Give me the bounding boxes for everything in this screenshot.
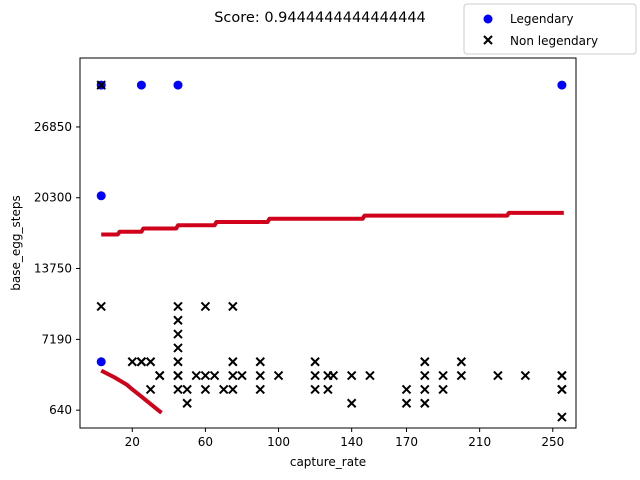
non-legendary-point-14 <box>182 384 192 395</box>
non-legendary-point-35 <box>323 384 333 395</box>
y-tick-label-4: 26850 <box>34 120 72 134</box>
x-tick-label-4: 170 <box>395 435 418 449</box>
y-axis-label: base_egg_steps <box>9 195 23 290</box>
non-legendary-point-45 <box>420 398 430 408</box>
non-legendary-point-10 <box>173 357 183 367</box>
x-tick-label-6: 250 <box>541 435 564 449</box>
non-legendary-point-20 <box>209 370 220 381</box>
non-legendary-point-30 <box>273 370 284 381</box>
non-legendary-point-37 <box>346 370 357 381</box>
chart-title: Score: 0.9444444444444444 <box>214 10 426 26</box>
non-legendary-point-49 <box>456 370 467 381</box>
non-legendary-point-0 <box>96 80 106 90</box>
non-legendary-point-51 <box>520 370 531 381</box>
non-legendary-point-31 <box>310 357 320 367</box>
non-legendary-point-16 <box>191 370 201 381</box>
non-legendary-point-15 <box>182 398 192 408</box>
y-tick-label-3: 20300 <box>34 191 72 205</box>
x-tick-label-1: 60 <box>198 435 213 449</box>
non-legendary-point-41 <box>401 398 412 408</box>
decision-boundary <box>100 210 564 415</box>
boundary-line-1 <box>101 210 564 237</box>
non-legendary-point-47 <box>438 384 448 395</box>
non-legendary-point-19 <box>200 384 211 395</box>
legendary-point-1 <box>96 191 106 201</box>
non-legendary-point-54 <box>557 370 567 381</box>
x-axis-label: capture_rate <box>290 455 366 469</box>
non-legendary-point-33 <box>310 384 320 395</box>
non-legendary-point-57 <box>136 357 147 367</box>
non-legendary-point-58 <box>127 357 137 367</box>
y-axis-ticks: 640 7190 13750 20300 26850 <box>34 120 80 417</box>
non-legendary-point-18 <box>200 301 211 312</box>
y-tick-label-1: 7190 <box>41 332 72 346</box>
non-legendary-point-22 <box>228 301 238 312</box>
non-legendary-point-26 <box>237 370 247 381</box>
non-legendary-point-40 <box>401 384 412 395</box>
non-legendary-point-9 <box>173 343 183 353</box>
non-legendary-point-5 <box>145 384 156 395</box>
x-tick-label-5: 210 <box>468 435 491 449</box>
non-legendary-point-1 <box>96 301 106 312</box>
legendary-point-4 <box>173 80 183 90</box>
non-legendary-point-3 <box>145 357 156 367</box>
legend-marker-non-legendary <box>483 35 493 45</box>
legend-label-non-legendary: Non legendary <box>510 34 598 48</box>
non-legendary-point-36 <box>328 370 339 381</box>
non-legendary-point-46 <box>438 370 448 381</box>
non-legendary-point-28 <box>255 357 265 367</box>
non-legendary-point-38 <box>346 398 357 408</box>
non-legendary-point-55 <box>557 384 567 395</box>
axes-frame <box>79 57 577 429</box>
non-legendary-point-43 <box>420 370 430 381</box>
non-legendary-point-12 <box>173 370 183 381</box>
plot-area <box>79 57 577 429</box>
boundary-line-2 <box>100 368 163 415</box>
non-legendary-point-32 <box>310 370 320 381</box>
non-legendary-point-24 <box>228 384 238 395</box>
x-tick-label-2: 100 <box>267 435 290 449</box>
non-legendary-point-29 <box>255 370 265 381</box>
non-legendary-point-25 <box>228 357 238 367</box>
legend-marker-legendary <box>483 14 493 24</box>
legendary-point-3 <box>136 80 146 90</box>
non-legendary-point-13 <box>173 384 183 395</box>
non-legendary-point-56 <box>557 412 567 422</box>
non-legendary-point-59 <box>155 370 165 381</box>
legend-label-legendary: Legendary <box>510 12 573 26</box>
non-legendary-point-21 <box>218 384 229 395</box>
non-legendary-point-6 <box>173 301 183 312</box>
y-tick-label-2: 13750 <box>34 262 72 276</box>
legendary-point-5 <box>557 80 567 90</box>
non-legendary-point-44 <box>420 384 430 395</box>
scatter-points <box>96 80 567 422</box>
x-tick-label-0: 20 <box>125 435 140 449</box>
non-legendary-point-8 <box>173 329 183 339</box>
non-legendary-point-17 <box>200 370 211 381</box>
non-legendary-point-27 <box>255 384 265 395</box>
legend-frame <box>463 3 637 55</box>
non-legendary-point-50 <box>493 370 503 381</box>
x-tick-label-3: 140 <box>340 435 363 449</box>
y-tick-label-0: 640 <box>49 403 72 417</box>
non-legendary-point-42 <box>420 357 430 367</box>
non-legendary-point-7 <box>173 315 183 325</box>
non-legendary-point-39 <box>365 370 375 381</box>
non-legendary-point-48 <box>456 357 467 367</box>
legend: Legendary Non legendary <box>463 3 637 55</box>
non-legendary-point-23 <box>228 370 238 381</box>
x-axis-ticks: 20 60 100 140 170 210 250 <box>125 428 564 449</box>
legendary-point-2 <box>96 357 106 367</box>
